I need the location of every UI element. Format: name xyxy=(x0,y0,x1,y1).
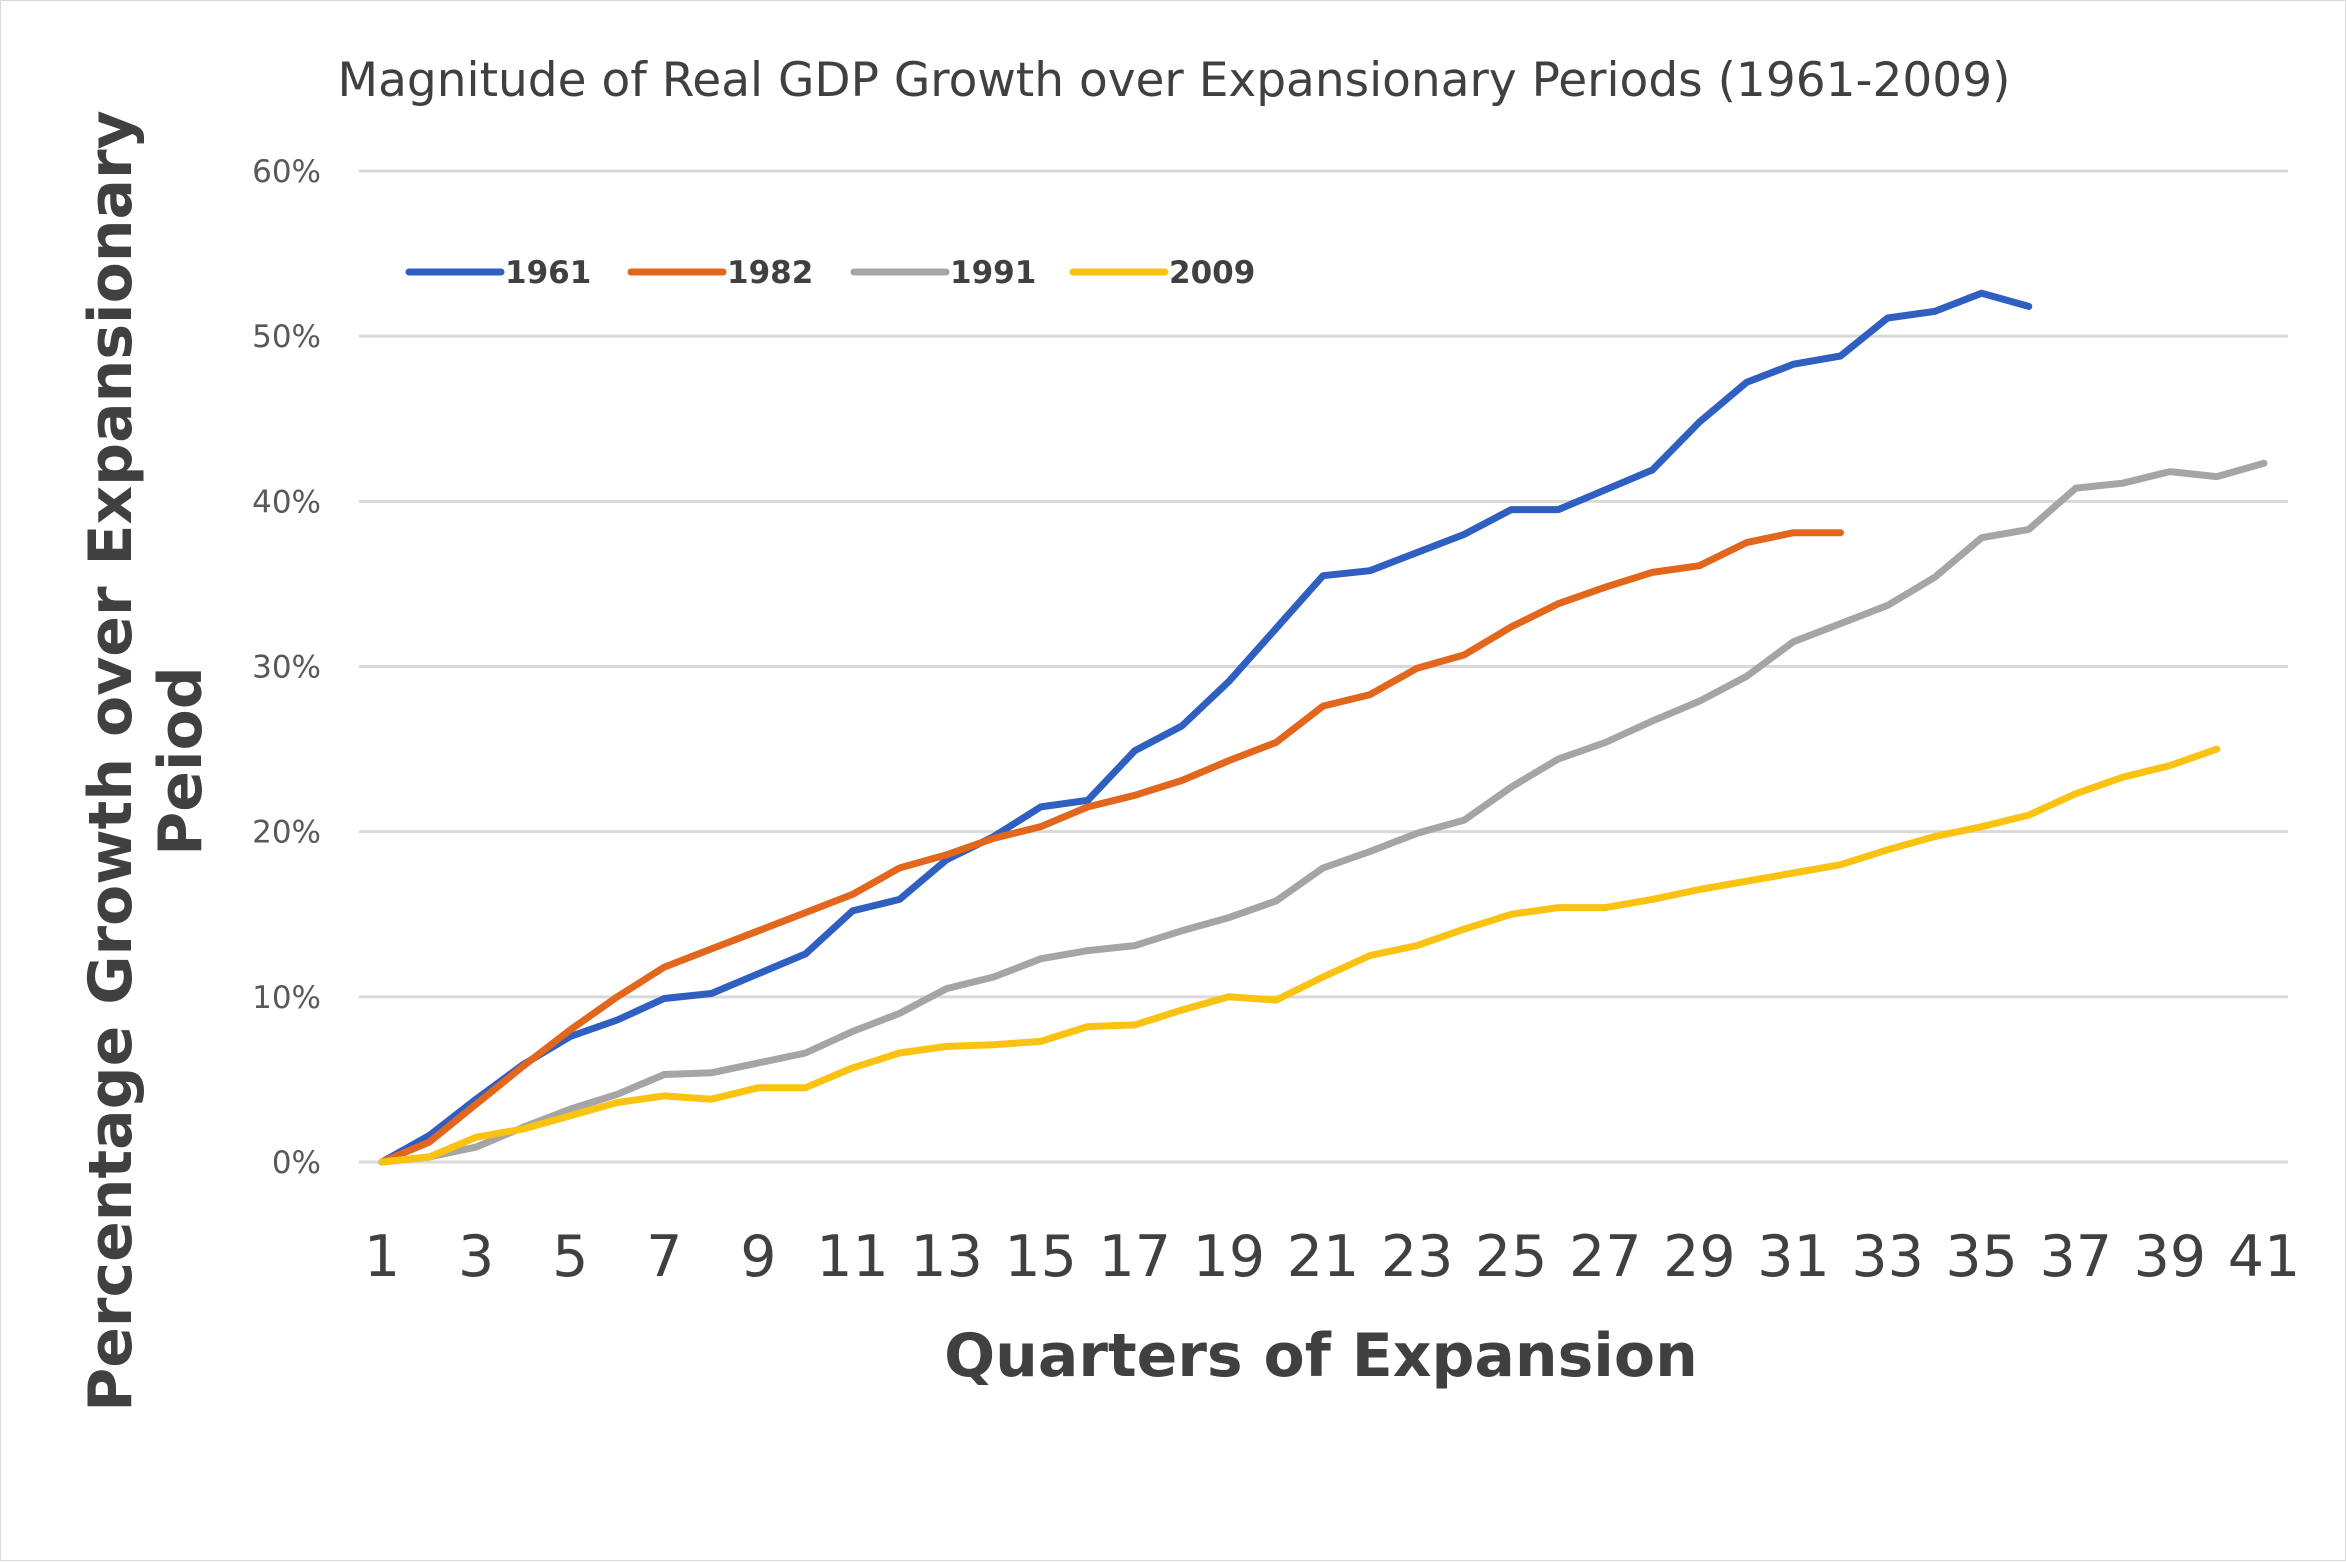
x-tick-label: 3 xyxy=(458,1224,494,1290)
series-line-2009 xyxy=(378,745,2221,1166)
legend-label-1991: 1991 xyxy=(950,255,1036,291)
legend-label-1982: 1982 xyxy=(727,255,813,291)
series-lines xyxy=(378,289,2268,1166)
series-line-1991 xyxy=(378,459,2268,1166)
y-tick-label: 10% xyxy=(252,980,321,1016)
y-tick-label: 0% xyxy=(272,1145,321,1181)
x-tick-label: 25 xyxy=(1475,1224,1548,1290)
x-tick-label: 41 xyxy=(2228,1224,2301,1290)
y-axis-title-line: Percentage Growth over Expansionary xyxy=(76,110,146,1411)
legend-label-1961: 1961 xyxy=(505,255,591,291)
legend: 1961 1982 1991 2009 xyxy=(405,255,1255,291)
legend-label-2009: 2009 xyxy=(1169,255,1255,291)
x-tick-label: 37 xyxy=(2040,1224,2113,1290)
x-tick-label: 19 xyxy=(1193,1224,1266,1290)
x-tick-label: 33 xyxy=(1851,1224,1924,1290)
x-tick-label: 29 xyxy=(1663,1224,1736,1290)
x-tick-label: 15 xyxy=(1004,1224,1077,1290)
y-tick-label: 40% xyxy=(252,484,321,520)
y-tick-label: 60% xyxy=(252,154,321,190)
gridlines xyxy=(359,169,2288,1164)
y-tick-label: 30% xyxy=(252,650,321,686)
x-tick-label: 11 xyxy=(816,1224,889,1290)
y-tick-label: 50% xyxy=(252,319,321,355)
x-tick-label: 39 xyxy=(2134,1224,2207,1290)
x-tick-label: 17 xyxy=(1099,1224,1172,1290)
y-axis-title-line: Peiod xyxy=(146,666,216,855)
y-axis-ticks: 0% 10% 20% 30% 40% 50% 60% xyxy=(252,154,321,1181)
x-tick-label: 13 xyxy=(910,1224,983,1290)
x-tick-label: 7 xyxy=(646,1224,682,1290)
x-tick-label: 21 xyxy=(1287,1224,1360,1290)
x-axis-title: Quarters of Expansion xyxy=(944,1321,1698,1391)
x-tick-label: 1 xyxy=(364,1224,400,1290)
series-line-1961 xyxy=(378,289,2033,1166)
x-tick-label: 23 xyxy=(1381,1224,1454,1290)
y-axis-title: Percentage Growth over Expansionary Peiod xyxy=(76,110,216,1411)
x-tick-label: 35 xyxy=(1945,1224,2018,1290)
x-tick-label: 5 xyxy=(552,1224,588,1290)
x-tick-label: 27 xyxy=(1569,1224,1642,1290)
series-line-1982 xyxy=(378,529,1844,1166)
chart-title: Magnitude of Real GDP Growth over Expans… xyxy=(338,53,2011,108)
x-axis-ticks: 1 3 5 7 9 11 13 15 17 19 21 23 25 27 29 31 33 35 37 39 41 xyxy=(364,1224,2300,1290)
x-tick-label: 9 xyxy=(740,1224,776,1290)
x-tick-label: 31 xyxy=(1757,1224,1830,1290)
y-tick-label: 20% xyxy=(252,815,321,851)
